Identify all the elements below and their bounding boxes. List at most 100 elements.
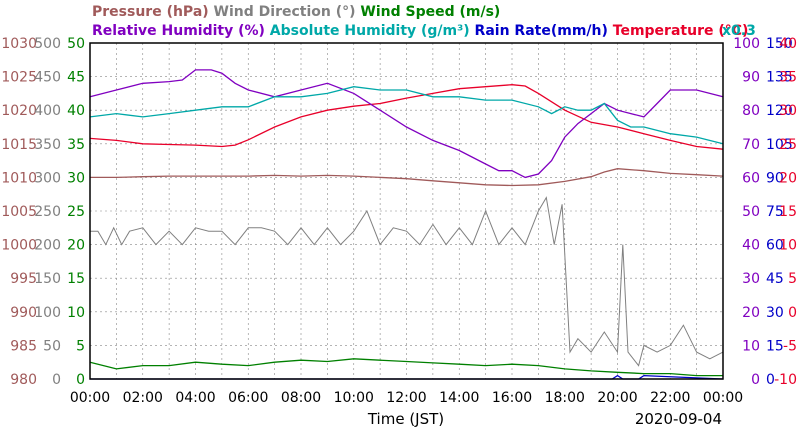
tick-rain-rate: 45 bbox=[766, 271, 784, 287]
series-wind-speed bbox=[89, 358, 723, 377]
tick-x: 20:00 bbox=[597, 390, 637, 406]
tick-wind-direction: 50 bbox=[43, 338, 61, 354]
tick-pressure: 1010 bbox=[1, 170, 37, 186]
tick-humidity: 50 bbox=[742, 204, 760, 220]
tick-wind-speed: 30 bbox=[67, 170, 85, 186]
tick-humidity: 100 bbox=[733, 36, 760, 52]
legend-item: Temperature (°C) bbox=[608, 23, 749, 39]
tick-humidity: 40 bbox=[742, 238, 760, 254]
tick-wind-direction: 200 bbox=[34, 238, 61, 254]
legend: Pressure (hPa) Wind Direction (°) Wind S… bbox=[92, 4, 756, 39]
tick-humidity: 20 bbox=[742, 305, 760, 321]
ah-scale-note: x0.3 bbox=[722, 23, 756, 39]
tick-wind-speed: 10 bbox=[67, 305, 85, 321]
tick-rain-rate: 0 bbox=[766, 372, 775, 388]
tick-pressure: 985 bbox=[10, 338, 37, 354]
series-humidity bbox=[89, 86, 724, 145]
tick-rain-rate: 120 bbox=[766, 103, 793, 119]
tick-wind-speed: 0 bbox=[76, 372, 85, 388]
tick-x: 04:00 bbox=[175, 390, 215, 406]
series-pressure bbox=[90, 168, 724, 187]
tick-wind-direction: 100 bbox=[34, 305, 61, 321]
tick-pressure: 1015 bbox=[1, 137, 37, 153]
series-humidity bbox=[89, 69, 724, 179]
tick-humidity: 10 bbox=[742, 338, 760, 354]
tick-pressure: 1000 bbox=[1, 238, 37, 254]
tick-temperature: 15 bbox=[779, 204, 797, 220]
tick-humidity: 0 bbox=[751, 372, 760, 388]
legend-item: Absolute Humidity (g/m³) bbox=[265, 23, 470, 39]
tick-wind-speed: 35 bbox=[67, 137, 85, 153]
tick-wind-speed: 45 bbox=[67, 70, 85, 86]
tick-humidity: 60 bbox=[742, 170, 760, 186]
tick-wind-speed: 25 bbox=[67, 204, 85, 220]
tick-rain-rate: 75 bbox=[766, 204, 784, 220]
tick-wind-speed: 20 bbox=[67, 238, 85, 254]
tick-rain-rate: 105 bbox=[766, 137, 793, 153]
tick-temperature: 5 bbox=[788, 271, 797, 287]
tick-humidity: 70 bbox=[742, 137, 760, 153]
tick-wind-speed: 50 bbox=[67, 36, 85, 52]
tick-rain-rate: 135 bbox=[766, 70, 793, 86]
series-temperature bbox=[89, 84, 724, 150]
legend-item: Relative Humidity (%) bbox=[92, 23, 265, 39]
tick-wind-direction: 300 bbox=[34, 170, 61, 186]
tick-x: 08:00 bbox=[281, 390, 321, 406]
tick-rain-rate: 60 bbox=[766, 238, 784, 254]
tick-rain-rate: 150 bbox=[766, 36, 793, 52]
tick-rain-rate: 90 bbox=[766, 170, 784, 186]
tick-pressure: 1020 bbox=[1, 103, 37, 119]
tick-x: 10:00 bbox=[334, 390, 374, 406]
tick-wind-direction: 150 bbox=[34, 271, 61, 287]
tick-temperature: 0 bbox=[788, 305, 797, 321]
legend-item: Pressure (hPa) bbox=[92, 4, 209, 20]
tick-pressure: 1030 bbox=[1, 36, 37, 52]
x-axis-label: Time (JST) bbox=[367, 410, 444, 428]
legend-item: Wind Direction (°) bbox=[209, 4, 356, 20]
tick-wind-speed: 40 bbox=[67, 103, 85, 119]
tick-x: 00:00 bbox=[70, 390, 110, 406]
legend-item: Wind Speed (m/s) bbox=[356, 4, 501, 20]
tick-temperature: 30 bbox=[779, 103, 797, 119]
tick-temperature: 35 bbox=[779, 70, 797, 86]
tick-wind-direction: 0 bbox=[52, 372, 61, 388]
tick-wind-speed: 15 bbox=[67, 271, 85, 287]
tick-wind-direction: 400 bbox=[34, 103, 61, 119]
tick-labels: 1030102510201015101010051000995990985980… bbox=[1, 36, 797, 406]
tick-humidity: 90 bbox=[742, 70, 760, 86]
tick-pressure: 1005 bbox=[1, 204, 37, 220]
tick-wind-speed: 5 bbox=[76, 338, 85, 354]
grid bbox=[90, 43, 723, 379]
tick-x: 06:00 bbox=[228, 390, 268, 406]
tick-x: 22:00 bbox=[650, 390, 690, 406]
tick-rain-rate: 15 bbox=[766, 338, 784, 354]
tick-temperature: 10 bbox=[779, 238, 797, 254]
tick-wind-direction: 350 bbox=[34, 137, 61, 153]
tick-wind-direction: 250 bbox=[34, 204, 61, 220]
plot-frame bbox=[89, 42, 724, 380]
tick-x: 00:00 bbox=[703, 390, 743, 406]
tick-x: 12:00 bbox=[386, 390, 426, 406]
tick-pressure: 980 bbox=[10, 372, 37, 388]
legend-row-2: Relative Humidity (%) Absolute Humidity … bbox=[92, 23, 748, 39]
tick-temperature: 20 bbox=[779, 170, 797, 186]
tick-temperature: -10 bbox=[774, 372, 797, 388]
tick-temperature: -5 bbox=[783, 338, 797, 354]
tick-humidity: 80 bbox=[742, 103, 760, 119]
legend-item: Rain Rate(mm/h) bbox=[470, 23, 608, 39]
tick-x: 18:00 bbox=[545, 390, 585, 406]
tick-x: 16:00 bbox=[492, 390, 532, 406]
tick-temperature: 40 bbox=[779, 36, 797, 52]
chart-date: 2020-09-04 bbox=[635, 410, 722, 428]
tick-x: 14:00 bbox=[439, 390, 479, 406]
tick-pressure: 995 bbox=[10, 271, 37, 287]
tick-temperature: 25 bbox=[779, 137, 797, 153]
tick-rain-rate: 30 bbox=[766, 305, 784, 321]
tick-wind-direction: 500 bbox=[34, 36, 61, 52]
series-wind-direction bbox=[90, 196, 724, 367]
tick-pressure: 990 bbox=[10, 305, 37, 321]
tick-pressure: 1025 bbox=[1, 70, 37, 86]
tick-x: 02:00 bbox=[123, 390, 163, 406]
legend-row-1: Pressure (hPa) Wind Direction (°) Wind S… bbox=[92, 4, 500, 20]
